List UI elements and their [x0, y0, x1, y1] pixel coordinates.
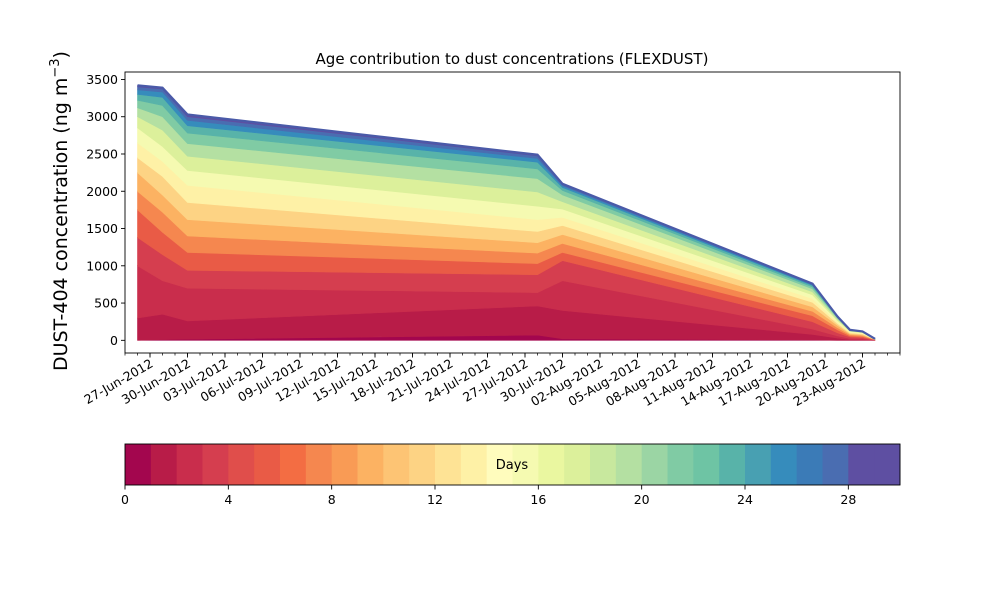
colorbar-segment: [693, 444, 720, 485]
colorbar-ticks: 0 4 8 12 16 20 24 28: [121, 485, 856, 507]
colorbar-segment: [435, 444, 462, 485]
y-axis-label-exponent: −3: [48, 58, 63, 77]
colorbar-tick-label: 8: [328, 492, 336, 507]
colorbar-segment: [641, 444, 668, 485]
colorbar-tick-label: 16: [530, 492, 546, 507]
colorbar-segment: [305, 444, 333, 485]
colorbar-tick-label: 0: [121, 492, 129, 507]
colorbar-tick-label: 4: [224, 492, 232, 507]
colorbar-segment: [848, 444, 875, 485]
colorbar-segment: [538, 444, 565, 485]
colorbar-segment: [383, 444, 410, 485]
colorbar-segment: [357, 444, 384, 485]
colorbar-segment: [564, 444, 591, 485]
colorbar-segment: [615, 444, 643, 485]
colorbar-segment: [460, 444, 488, 485]
colorbar: Days 0 4 8 12 16 20 24 28: [121, 443, 901, 507]
y-tick-label: 2500: [86, 146, 118, 161]
colorbar-frame: [124, 443, 901, 486]
y-tick-label: 0: [110, 333, 118, 348]
colorbar-segment: [176, 444, 203, 485]
stacked-area-plot: [137, 84, 876, 341]
colorbar-label: Days: [496, 458, 529, 473]
colorbar-segment: [512, 444, 539, 485]
colorbar-segment: [745, 444, 772, 485]
y-tick-label: 500: [94, 296, 118, 311]
colorbar-segment: [125, 444, 152, 485]
y-tick-label: 3000: [86, 109, 118, 124]
colorbar-segment: [331, 444, 358, 485]
colorbar-tick-label: 28: [840, 492, 856, 507]
colorbar-segment: [202, 444, 229, 485]
y-tick-label: 1500: [86, 221, 118, 236]
colorbar-segment: [770, 444, 798, 485]
colorbar-segment: [874, 444, 901, 485]
y-tick-label: 1000: [86, 258, 118, 273]
y-axis-label-main: DUST-404 concentration (ng m: [50, 78, 72, 371]
colorbar-segment: [280, 444, 307, 485]
colorbar-segment: [796, 444, 823, 485]
y-axis-label-close: ): [50, 51, 72, 58]
total-concentration-line: [137, 84, 876, 340]
y-axis-label: DUST-404 concentration (ng m−3): [48, 51, 72, 371]
colorbar-tick-label: 12: [427, 492, 443, 507]
colorbar-tick-label: 24: [737, 492, 753, 507]
colorbar-tick-label: 20: [634, 492, 650, 507]
colorbar-segment: [667, 444, 694, 485]
colorbar-segment: [486, 444, 513, 485]
y-tick-label: 2000: [86, 184, 118, 199]
colorbar-segment: [409, 444, 436, 485]
y-tick-label: 3500: [86, 72, 118, 87]
x-axis: 27-Jun-201230-Jun-201203-Jul-201206-Jul-…: [81, 353, 901, 409]
colorbar-segment: [254, 444, 281, 485]
colorbar-segments: [125, 444, 901, 485]
colorbar-segment: [719, 444, 746, 485]
colorbar-segment: [590, 444, 617, 485]
y-axis: 0 500 1000 1500 2000 2500 3000 3500: [86, 72, 125, 348]
chart-title: Age contribution to dust concentrations …: [316, 50, 709, 68]
colorbar-segment: [822, 444, 849, 485]
colorbar-segment: [228, 444, 255, 485]
colorbar-segment: [150, 444, 178, 485]
